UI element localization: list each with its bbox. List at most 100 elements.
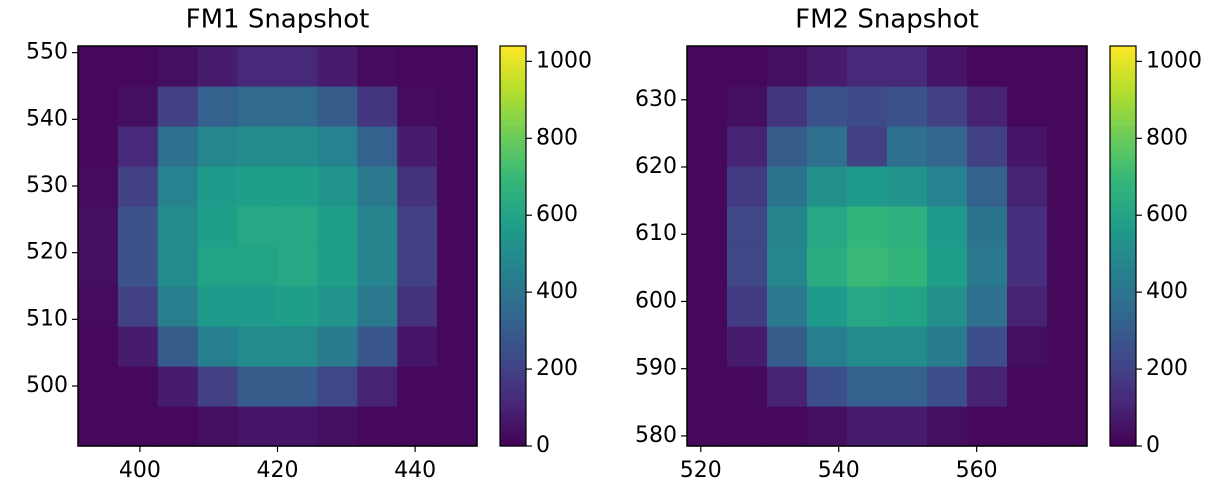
colorbar-segment [1110, 99, 1136, 107]
colorbar-segment [500, 326, 526, 334]
heat-cell [1007, 206, 1048, 247]
colorbar-segment [500, 399, 526, 407]
heat-cell [357, 206, 398, 247]
colorbar-segment [1110, 432, 1136, 440]
colorbar-segment [1110, 426, 1136, 434]
colorbar-segment [1110, 372, 1136, 380]
heat-cell [967, 206, 1008, 247]
heat-cell [767, 86, 808, 127]
colorbar-segment [500, 372, 526, 380]
heat-cell [277, 86, 318, 127]
heat-cell [687, 86, 728, 127]
colorbar-segment [500, 439, 526, 447]
colorbar-tick-label: 400 [1146, 279, 1188, 304]
heat-cell [687, 286, 728, 327]
colorbar-segment [1110, 92, 1136, 100]
heat-cell [157, 46, 199, 87]
heat-cell [357, 286, 398, 327]
heat-cell [117, 286, 159, 327]
heat-cell [847, 126, 888, 167]
heat-cell [887, 206, 928, 247]
colorbar-segment [500, 99, 526, 107]
heat-cell [197, 166, 239, 207]
colorbar-tick-label: 400 [536, 279, 578, 304]
y-tick-label: 540 [26, 106, 68, 131]
heat-cell [197, 246, 239, 287]
colorbar-segment [1110, 226, 1136, 234]
heat-cell [1007, 126, 1048, 167]
colorbar-tick-label: 800 [1146, 125, 1188, 150]
heat-cell [807, 166, 848, 207]
colorbar-segment [1110, 166, 1136, 174]
colorbar-segment [500, 332, 526, 340]
heat-cell [197, 206, 239, 247]
heat-cell [237, 246, 279, 287]
colorbar-segment [1110, 286, 1136, 294]
x-tick-label: 440 [394, 458, 436, 483]
colorbar-segment [1110, 259, 1136, 267]
x-tick-label: 420 [257, 458, 299, 483]
heat-cell [437, 406, 478, 447]
heat-cell [887, 166, 928, 207]
colorbar-tick-label: 0 [1146, 433, 1160, 458]
heat-cell [277, 206, 318, 247]
y-tick-label: 500 [26, 373, 68, 398]
heat-cell [157, 366, 199, 407]
chart-title: FM2 Snapshot [795, 5, 979, 35]
heat-cell [927, 126, 968, 167]
heat-cell [847, 166, 888, 207]
heat-cell [807, 126, 848, 167]
colorbar-segment [500, 219, 526, 227]
colorbar-segment [500, 279, 526, 287]
heat-cell [727, 166, 768, 207]
heat-cell [78, 86, 119, 127]
y-tick-label: 510 [26, 306, 68, 331]
heat-cell [317, 246, 358, 287]
heat-cell [117, 246, 159, 287]
heat-cell [157, 326, 199, 367]
colorbar-segment [1110, 346, 1136, 354]
heat-cell [967, 326, 1008, 367]
heat-cell [437, 46, 478, 87]
colorbar-segment [1110, 186, 1136, 194]
heat-cell [727, 246, 768, 287]
colorbar-segment [500, 419, 526, 427]
heat-cell [887, 126, 928, 167]
y-tick-label: 590 [635, 356, 677, 381]
colorbar-segment [1110, 319, 1136, 327]
colorbar-segment [1110, 206, 1136, 214]
colorbar-segment [500, 292, 526, 300]
colorbar-segment [500, 386, 526, 394]
colorbar-segment [500, 312, 526, 320]
colorbar-segment [1110, 439, 1136, 447]
heat-cell [357, 86, 398, 127]
heat-cell [397, 206, 438, 247]
heat-cell [687, 206, 728, 247]
heat-cell [847, 326, 888, 367]
colorbar-segment [1110, 159, 1136, 167]
heat-cell [687, 126, 728, 167]
colorbar-segment [500, 259, 526, 267]
heat-cell [317, 206, 358, 247]
heat-cell [1007, 46, 1048, 87]
colorbar-segment [1110, 366, 1136, 374]
colorbar-segment [500, 266, 526, 274]
heat-cell [927, 46, 968, 87]
heat-cell [767, 366, 808, 407]
colorbar-segment [1110, 212, 1136, 220]
colorbar-segment [500, 59, 526, 67]
heat-cell [727, 206, 768, 247]
colorbar-tick-label: 200 [1146, 356, 1188, 381]
colorbar-segment [500, 86, 526, 94]
heat-cell [277, 46, 318, 87]
heat-cell [1047, 86, 1088, 127]
colorbar-tick-label: 0 [536, 433, 550, 458]
colorbar-segment [1110, 79, 1136, 87]
heat-cell [357, 406, 398, 447]
heat-cell [727, 406, 768, 447]
heat-cell [807, 206, 848, 247]
colorbar-segment [500, 392, 526, 400]
heat-cell [927, 326, 968, 367]
heat-cell [1007, 86, 1048, 127]
heat-cell [197, 126, 239, 167]
